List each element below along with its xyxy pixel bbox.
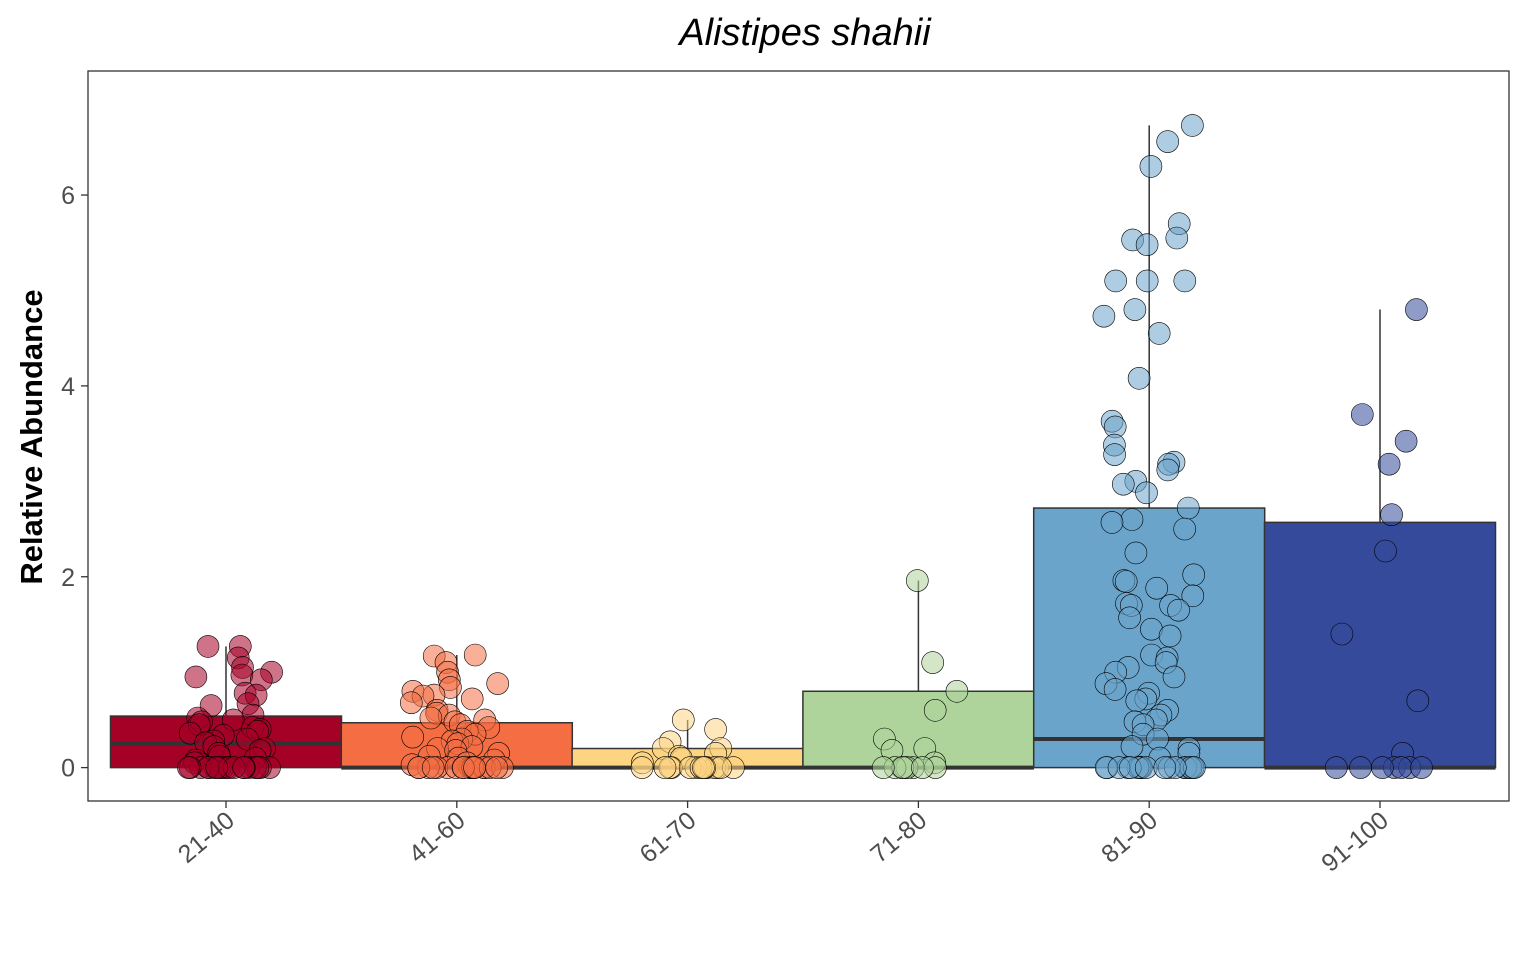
data-point [1118,606,1141,630]
data-point [1103,443,1126,466]
data-point [1104,269,1127,293]
data-point [1103,678,1127,701]
data-point [1406,689,1430,713]
data-point [177,756,200,779]
y-tick-label: 2 [61,564,75,592]
data-point [1158,624,1182,648]
group-91-100 [1263,298,1497,779]
data-point [1100,511,1124,534]
data-point [1374,539,1397,563]
data-point [671,708,695,732]
data-point [1394,429,1418,453]
data-point [184,665,208,689]
data-point [460,687,484,711]
data-point [653,756,677,779]
data-point [1139,155,1163,178]
data-point [1156,458,1180,482]
data-point [486,672,510,695]
data-point [196,635,220,658]
data-point [692,756,715,779]
data-point [1183,756,1206,779]
data-point [1351,403,1374,426]
x-tick-label: 21-40 [173,806,240,869]
y-tick-label: 4 [61,373,75,401]
data-point [1135,481,1158,505]
data-point [205,756,229,779]
data-point [1410,756,1433,779]
data-point [1181,114,1204,137]
data-point [1377,452,1401,476]
data-point [1371,756,1394,779]
data-point [1181,584,1205,608]
data-point [923,698,947,722]
data-point [1405,298,1428,321]
data-point [1177,496,1200,520]
group-61-70 [571,708,804,779]
data-point [1147,322,1171,345]
data-point [485,756,509,779]
data-point [1112,472,1135,496]
data-point [401,725,425,749]
data-point [945,679,969,703]
data-point [1120,508,1144,531]
data-point [1325,756,1348,779]
data-point [871,756,895,779]
group-71-80 [802,569,1035,779]
group-21-40 [109,635,343,779]
x-tick-label: 71-80 [865,806,932,869]
data-point [1120,735,1144,758]
y-tick-label: 0 [61,755,75,783]
data-point [463,643,487,667]
group-41-60 [340,643,574,779]
plot-layer: 0 2 4 6 21-40 41-60 61-70 71-80 81-90 91-100 [61,114,1497,878]
data-point [1330,622,1354,646]
data-point [1145,576,1168,600]
data-point [1165,226,1189,250]
data-point [1349,756,1372,779]
data-point [1124,541,1148,565]
data-point [1125,689,1149,713]
data-point [1153,756,1177,779]
data-point [905,569,929,592]
data-point [421,756,445,779]
data-point [1135,233,1159,256]
data-point [1167,598,1190,622]
data-point [630,756,654,779]
data-point [921,651,945,674]
data-point [1092,304,1116,328]
data-point [1114,570,1138,593]
box-rect [1263,521,1497,769]
group-81-90 [1032,114,1266,779]
x-tick-label: 91-100 [1316,806,1394,877]
x-tick-label: 41-60 [404,806,471,869]
data-point [1123,298,1147,321]
data-point [1380,503,1403,527]
plot-panel-border [87,70,1510,802]
y-axis-label: Relative Abundance [14,289,49,584]
data-point [1146,727,1169,751]
data-point [1162,665,1186,689]
data-point [1127,366,1151,390]
x-tick-label: 61-70 [634,806,701,869]
data-point [1182,563,1205,587]
x-tick-label: 81-90 [1096,806,1163,869]
data-point [1173,269,1197,293]
data-point [463,756,486,779]
data-point [232,756,255,779]
data-point [704,718,727,741]
y-tick-label: 6 [61,182,75,210]
data-point [419,706,443,730]
data-point [399,691,423,715]
data-point [1173,517,1196,541]
data-point [891,756,915,779]
data-point [1156,130,1179,153]
chart-title: Alistipes shahii [677,12,932,54]
data-point [1135,269,1159,293]
data-point [911,756,934,779]
